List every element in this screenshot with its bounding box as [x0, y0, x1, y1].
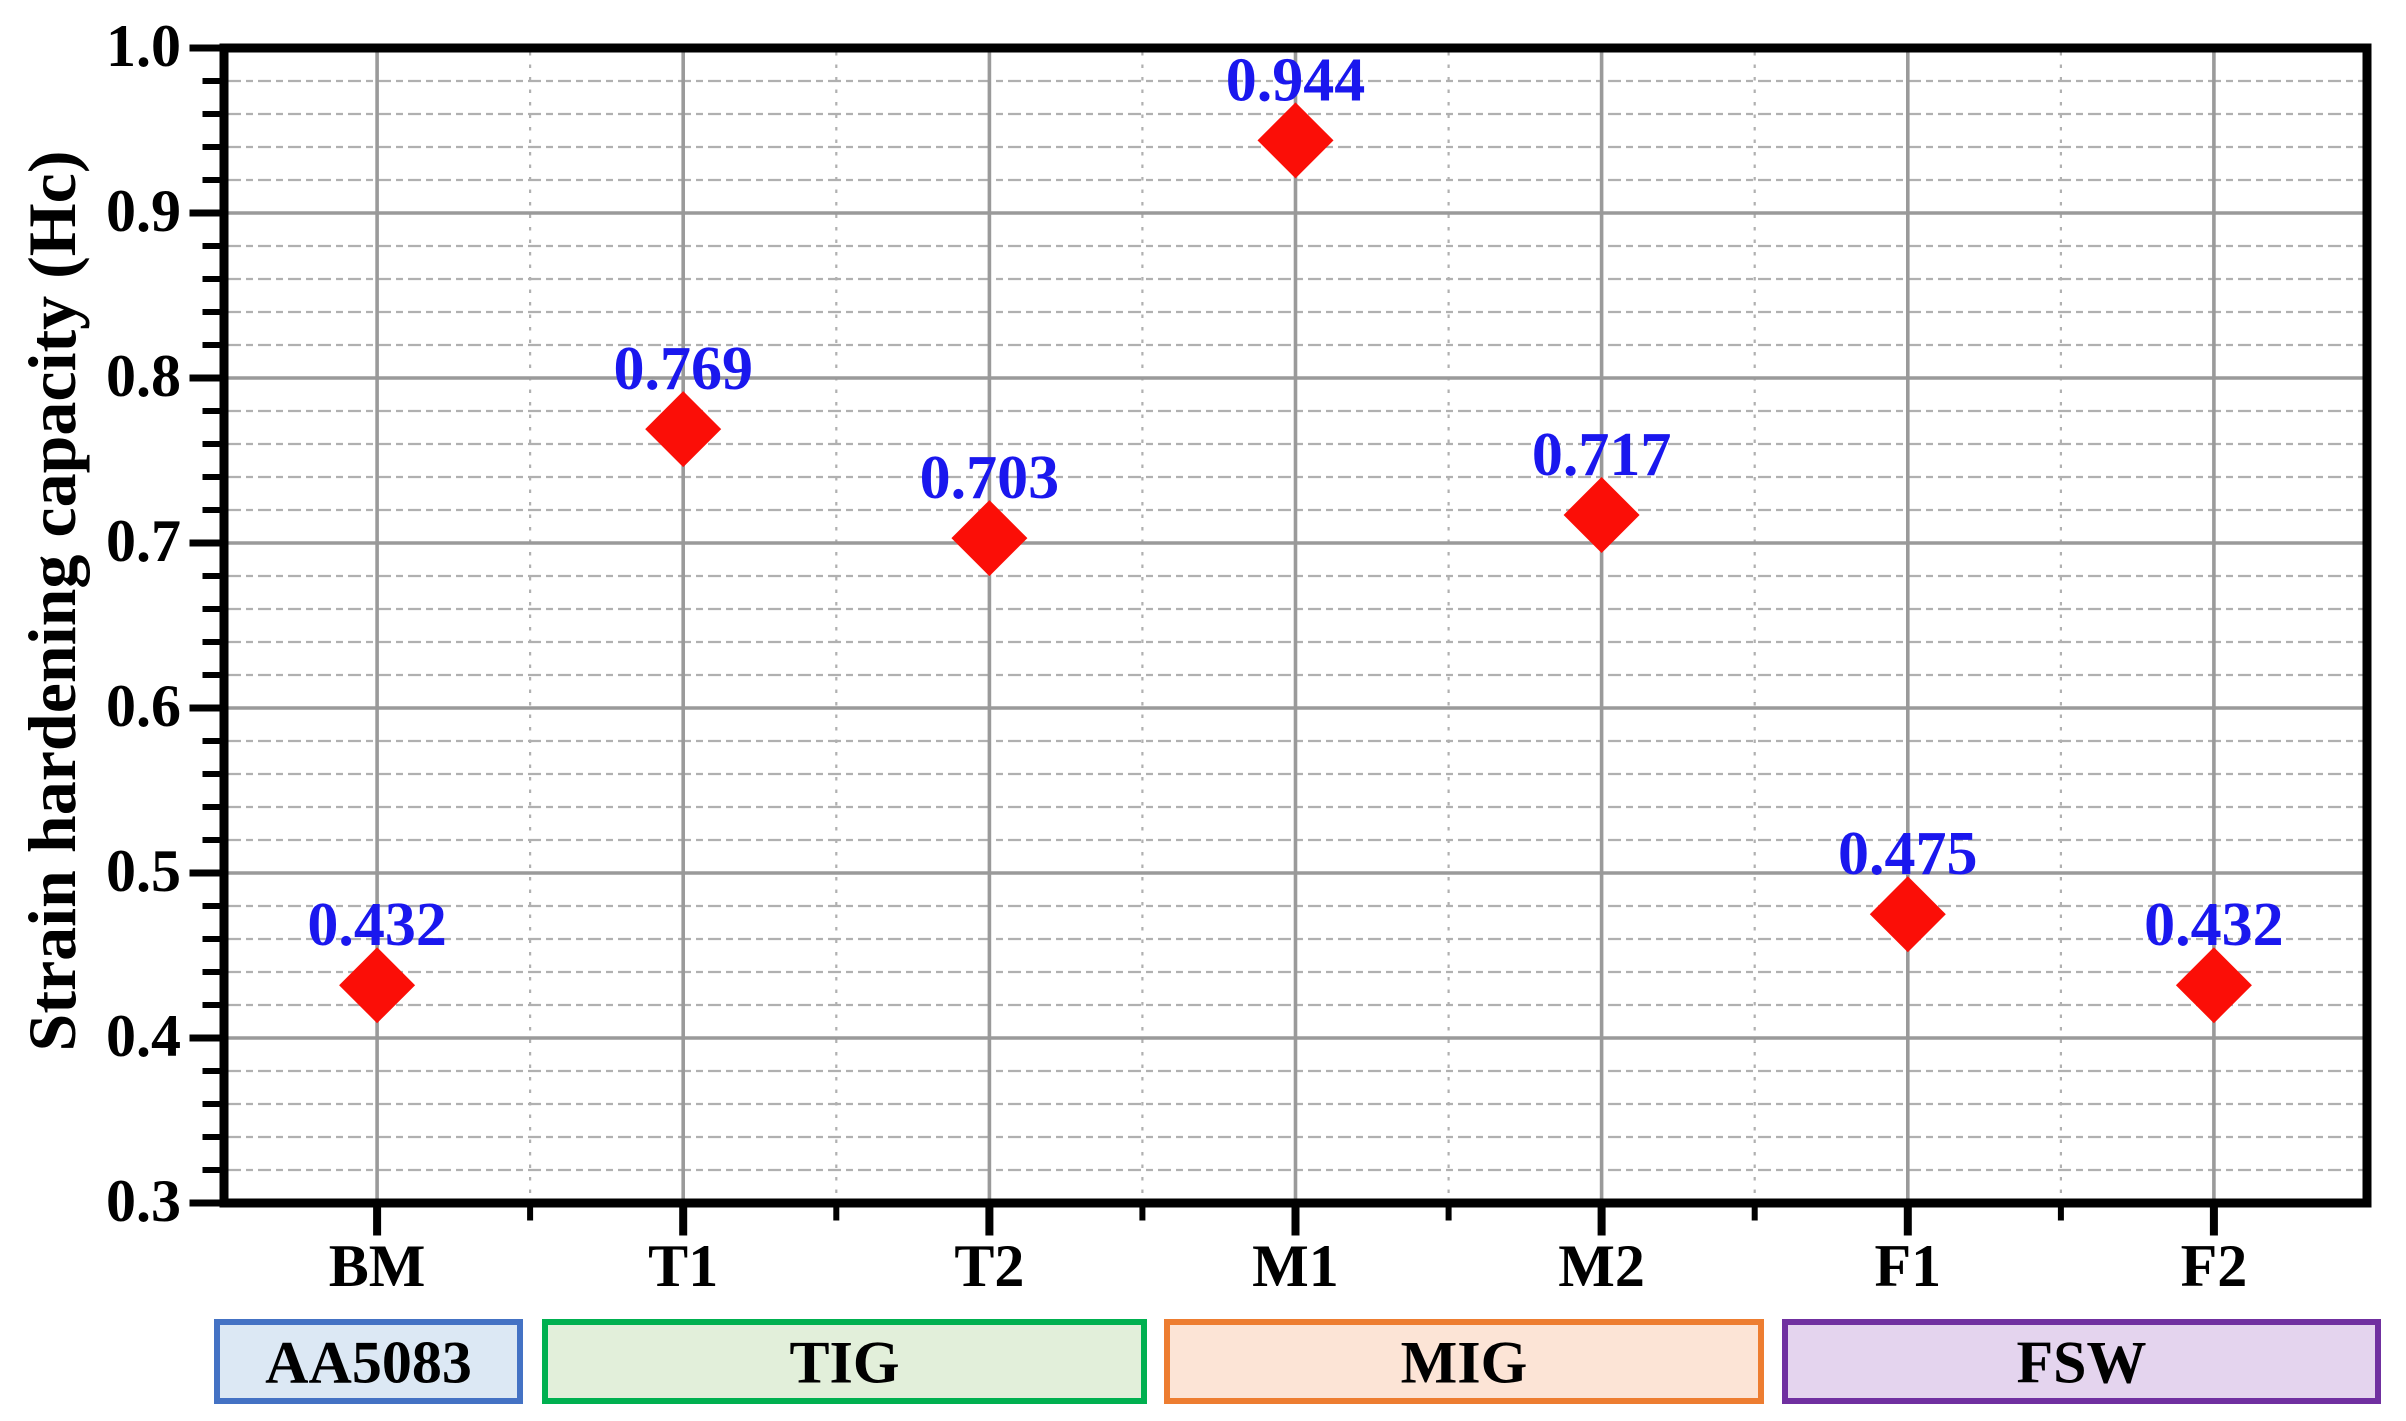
svg-text:0.769: 0.769: [613, 335, 753, 403]
svg-text:0.8: 0.8: [106, 343, 181, 409]
svg-text:1.0: 1.0: [106, 13, 181, 79]
svg-text:F1: F1: [1874, 1233, 1941, 1299]
svg-text:BM: BM: [329, 1233, 426, 1299]
svg-text:T2: T2: [954, 1233, 1024, 1299]
svg-text:0.9: 0.9: [106, 178, 181, 244]
svg-text:0.7: 0.7: [106, 508, 181, 574]
svg-text:0.432: 0.432: [307, 891, 447, 959]
svg-text:AA5083: AA5083: [265, 1330, 472, 1396]
svg-text:MIG: MIG: [1401, 1330, 1528, 1396]
svg-text:0.3: 0.3: [106, 1168, 181, 1234]
svg-text:M2: M2: [1558, 1233, 1645, 1299]
svg-text:0.6: 0.6: [106, 673, 181, 739]
svg-text:FSW: FSW: [2016, 1330, 2146, 1396]
svg-text:0.5: 0.5: [106, 838, 181, 904]
svg-text:0.944: 0.944: [1226, 46, 1366, 114]
svg-text:Strain hardening capacity (Hc): Strain hardening capacity (Hc): [14, 151, 90, 1052]
svg-text:M1: M1: [1252, 1233, 1339, 1299]
svg-text:0.432: 0.432: [2144, 891, 2284, 959]
svg-text:0.4: 0.4: [106, 1003, 181, 1069]
svg-text:T1: T1: [648, 1233, 718, 1299]
svg-text:0.703: 0.703: [920, 444, 1060, 512]
svg-text:TIG: TIG: [789, 1330, 899, 1396]
svg-text:0.475: 0.475: [1838, 820, 1978, 888]
svg-text:0.717: 0.717: [1532, 421, 1672, 489]
svg-text:F2: F2: [2181, 1233, 2248, 1299]
